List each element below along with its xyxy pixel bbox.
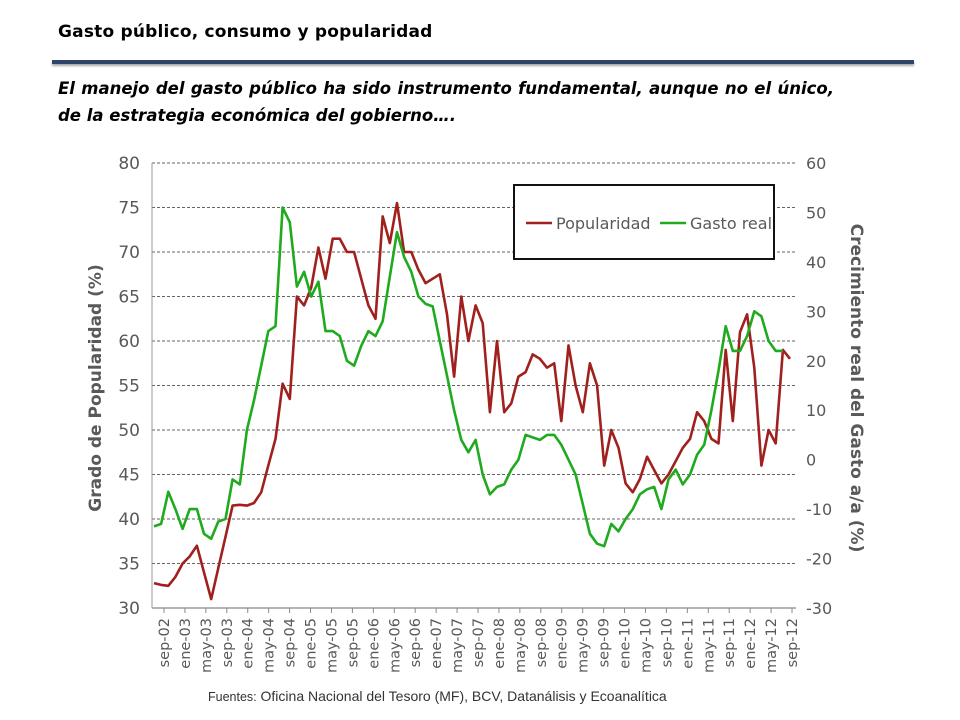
chart-axes — [151, 163, 796, 609]
x-tick-label: sep-10 — [659, 618, 675, 667]
legend-label-popularidad: Popularidad — [556, 214, 651, 233]
slide-subtitle: El manejo del gasto público ha sido inst… — [58, 79, 834, 125]
left-tick-label: 30 — [118, 599, 140, 619]
x-tick-label: sep-03 — [220, 618, 236, 667]
left-tick-label: 55 — [118, 377, 140, 397]
right-axis-ticks: -30 -20 -10 0 10 20 30 40 50 60 — [806, 154, 832, 618]
x-axis-ticks: sep-02 ene-03 may-03 sep-03 ene-04 may-04 sep-… — [157, 608, 801, 673]
x-tick-label: sep-06 — [408, 618, 424, 667]
legend-label-gasto-real: Gasto real — [690, 214, 772, 233]
x-tick-label: may-07 — [450, 618, 466, 673]
right-tick-label: 50 — [806, 203, 826, 222]
x-tick-label: ene-03 — [178, 618, 194, 669]
x-tick-label: may-08 — [513, 618, 529, 673]
x-tick-label: ene-07 — [429, 618, 445, 669]
x-tick-label: sep-12 — [785, 618, 801, 667]
right-tick-label: -30 — [806, 599, 832, 618]
chart-legend: Popularidad Gasto real — [513, 184, 775, 260]
x-tick-label: sep-05 — [345, 618, 361, 667]
source-note: Fuentes: Oficina Nacional del Tesoro (MF… — [208, 688, 667, 704]
right-tick-label: 10 — [806, 401, 826, 420]
right-axis-label: Crecimiento real del Gasto a/a (%) — [846, 224, 866, 553]
x-tick-label: may-04 — [262, 618, 278, 673]
left-tick-label: 50 — [118, 421, 140, 441]
x-tick-label: may-11 — [701, 618, 717, 673]
right-tick-label: 20 — [806, 352, 826, 371]
left-tick-label: 70 — [118, 243, 140, 263]
left-tick-label: 75 — [118, 199, 140, 219]
x-tick-label: sep-07 — [471, 618, 487, 667]
legend-box — [513, 184, 775, 260]
source-label: Fuentes: — [208, 690, 257, 704]
series-line-gasto-real — [153, 206, 783, 548]
x-tick-label: may-09 — [576, 618, 592, 673]
chart-series — [153, 201, 792, 601]
left-tick-label: 80 — [118, 154, 140, 174]
x-tick-label: may-03 — [199, 618, 215, 673]
left-tick-label: 65 — [118, 288, 140, 308]
left-tick-label: 60 — [118, 332, 140, 352]
x-tick-label: ene-09 — [555, 618, 571, 669]
x-tick-label: ene-08 — [492, 618, 508, 669]
right-tick-label: 40 — [806, 253, 826, 272]
series-line-popularidad — [153, 201, 792, 601]
x-tick-label: ene-05 — [304, 618, 320, 669]
x-tick-label: sep-02 — [157, 618, 173, 667]
x-tick-label: sep-04 — [283, 618, 299, 667]
x-tick-label: ene-10 — [618, 618, 634, 669]
right-tick-label: 60 — [806, 154, 826, 173]
left-tick-label: 40 — [118, 510, 140, 530]
x-tick-label: may-10 — [638, 618, 654, 673]
source-text: Oficina Nacional del Tesoro (MF), BCV, D… — [260, 688, 667, 704]
title-divider — [52, 60, 914, 64]
x-tick-label: ene-12 — [743, 618, 759, 669]
x-tick-label: ene-04 — [241, 618, 257, 669]
slide-title: Gasto público, consumo y popularidad — [58, 22, 433, 42]
x-tick-label: sep-09 — [597, 618, 613, 667]
x-tick-label: ene-06 — [366, 618, 382, 669]
right-tick-label: 30 — [806, 302, 826, 321]
right-tick-label: -10 — [806, 500, 832, 519]
x-tick-label: may-12 — [764, 618, 780, 673]
left-axis-label: Grado de Popularidad (%) — [86, 264, 106, 511]
x-tick-label: sep-11 — [722, 618, 738, 667]
right-tick-label: -20 — [806, 550, 832, 569]
x-tick-label: ene-11 — [680, 618, 696, 669]
left-axis-ticks: 30 35 40 45 50 55 60 65 70 75 80 — [118, 154, 140, 619]
x-tick-label: may-06 — [387, 618, 403, 673]
x-tick-label: may-05 — [324, 618, 340, 673]
x-tick-label: sep-08 — [534, 618, 550, 667]
left-tick-label: 35 — [118, 555, 140, 575]
right-tick-label: 0 — [806, 451, 816, 470]
left-tick-label: 45 — [118, 466, 140, 486]
